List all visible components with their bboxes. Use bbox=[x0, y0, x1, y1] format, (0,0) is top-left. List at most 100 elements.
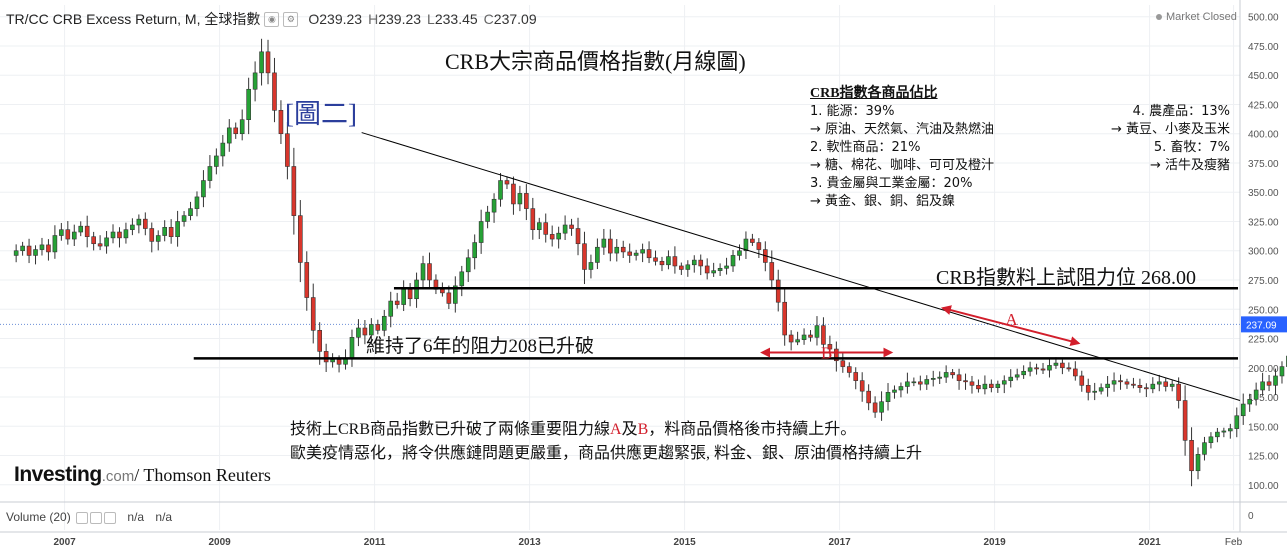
settings-icon[interactable] bbox=[90, 511, 103, 524]
figure-label: [圖二] bbox=[285, 99, 357, 129]
candle-body bbox=[685, 264, 691, 270]
candle-body bbox=[672, 256, 678, 267]
candle-body bbox=[795, 339, 800, 343]
candle-body bbox=[310, 297, 316, 331]
candle-body bbox=[97, 243, 103, 247]
candle-body bbox=[1260, 381, 1265, 391]
y-tick-label: 500.00 bbox=[1248, 13, 1279, 24]
candle-body bbox=[181, 215, 187, 222]
trendline bbox=[361, 132, 1241, 402]
candle-body bbox=[39, 244, 45, 250]
candle-body bbox=[595, 246, 600, 263]
candle-body bbox=[691, 259, 697, 266]
candle-body bbox=[679, 265, 684, 270]
candle-body bbox=[879, 401, 884, 413]
candle-body bbox=[995, 383, 1001, 388]
legend-energy: 1. 能源：39% bbox=[810, 104, 895, 119]
candle-body bbox=[614, 246, 620, 254]
candle-body bbox=[905, 381, 910, 387]
arrow-a-label: A bbox=[1005, 310, 1018, 329]
candle-body bbox=[117, 231, 122, 239]
candle-body bbox=[1053, 362, 1059, 366]
candle-body bbox=[472, 242, 477, 259]
settings-icon[interactable]: ⚙ bbox=[283, 11, 299, 27]
candle-body bbox=[201, 180, 206, 198]
candle-body bbox=[1021, 370, 1026, 376]
high-value: 239.23 bbox=[378, 11, 422, 27]
y-tick-label: 375.00 bbox=[1248, 159, 1279, 170]
candle-body bbox=[110, 231, 116, 239]
candle-body bbox=[1253, 389, 1259, 400]
candle-body bbox=[840, 360, 846, 367]
legend-soft-items: → 糖、棉花、咖啡、可可及橙汁 bbox=[810, 158, 995, 173]
candle-body bbox=[911, 381, 917, 384]
candle-body bbox=[1144, 387, 1149, 390]
candle-body bbox=[1014, 374, 1020, 378]
candle-body bbox=[1189, 440, 1194, 472]
close-icon[interactable] bbox=[104, 511, 117, 524]
x-tick-label: Feb bbox=[1225, 537, 1243, 548]
candle-body bbox=[724, 265, 729, 269]
eye-icon[interactable] bbox=[76, 511, 89, 524]
arrow-b-label: B bbox=[821, 344, 832, 363]
candle-body bbox=[1098, 387, 1104, 392]
candle-body bbox=[769, 262, 775, 281]
candle-body bbox=[155, 235, 161, 242]
candle-body bbox=[304, 262, 310, 298]
candle-body bbox=[627, 251, 632, 256]
symbol-title[interactable]: TR/CC CRB Excess Return, M, 全球指數 bbox=[6, 11, 261, 27]
candle-body bbox=[1221, 430, 1227, 433]
candle-body bbox=[924, 379, 930, 385]
candle-body bbox=[175, 221, 180, 238]
candle-body bbox=[453, 285, 458, 304]
candle-body bbox=[963, 380, 968, 383]
candle-body bbox=[1266, 381, 1272, 386]
candle-body bbox=[659, 260, 665, 266]
candle-body bbox=[1228, 428, 1233, 432]
brand-source: / Thomson Reuters bbox=[134, 465, 271, 485]
candle-body bbox=[252, 72, 258, 90]
brand-investing: Investing bbox=[14, 463, 102, 486]
eye-icon[interactable]: ◉ bbox=[264, 11, 280, 27]
candle-body bbox=[1060, 362, 1065, 369]
candle-body bbox=[194, 196, 200, 209]
candle-body bbox=[620, 246, 626, 253]
volume-label[interactable]: Volume (20) bbox=[6, 510, 71, 524]
investing-logo: Investing.com/ Thomson Reuters bbox=[14, 463, 271, 487]
legend-livestock: 5. 畜牧：7% bbox=[1153, 140, 1230, 155]
candle-body bbox=[427, 263, 432, 281]
candle-body bbox=[969, 381, 975, 386]
candle-body bbox=[1150, 383, 1156, 390]
candle-body bbox=[465, 257, 471, 273]
candle-body bbox=[407, 289, 413, 300]
candle-body bbox=[530, 208, 536, 230]
candle-body bbox=[1195, 454, 1201, 472]
candle-body bbox=[737, 250, 742, 256]
candle-body bbox=[272, 72, 277, 111]
candle-body bbox=[78, 225, 84, 233]
volume-y-tick-label: 0 bbox=[1248, 511, 1254, 522]
market-status-text: Market Closed bbox=[1166, 11, 1237, 23]
candle-body bbox=[214, 155, 219, 167]
volume-value-2: n/a bbox=[155, 510, 173, 524]
candle-body bbox=[336, 359, 342, 365]
candle-body bbox=[356, 327, 361, 338]
y-tick-label: 125.00 bbox=[1248, 452, 1279, 463]
candle-body bbox=[388, 300, 394, 317]
analysis-note: 技術上CRB商品指數已升破了兩條重要阻力線A及B，料商品價格後市持續上升。 歐美… bbox=[290, 418, 922, 466]
candle-body bbox=[1111, 380, 1117, 385]
x-tick-label: 2017 bbox=[828, 537, 851, 548]
candle-body bbox=[401, 289, 406, 305]
candle-body bbox=[853, 372, 859, 381]
x-tick-label: 2007 bbox=[53, 537, 76, 548]
candle-body bbox=[866, 390, 871, 404]
candle-body bbox=[569, 224, 574, 229]
candle-body bbox=[1027, 367, 1033, 372]
close-label: C bbox=[483, 11, 494, 27]
candle-body bbox=[1273, 375, 1278, 386]
candle-body bbox=[788, 334, 794, 343]
candle-body bbox=[892, 389, 897, 393]
brand-com: .com bbox=[101, 468, 135, 485]
candle-body bbox=[1124, 381, 1130, 385]
